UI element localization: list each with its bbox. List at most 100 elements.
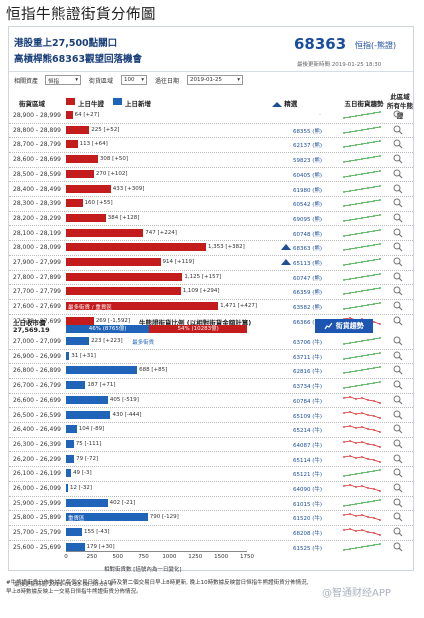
table-row[interactable]: 27,600 - 27,699 最多街貨 / 重貨區 1,471 [+427] 635…	[9, 301, 413, 312]
table-row[interactable]: 28,400 - 28,499 433 [+309] 61980 (熊)	[9, 184, 413, 195]
warrant-code-link[interactable]: 66359 (熊)	[293, 290, 323, 297]
date-select[interactable]: 2019-01-25 ▾	[187, 75, 243, 85]
range-select[interactable]: 100 ▾	[121, 75, 147, 85]
warrant-code-link[interactable]: 60748 (熊)	[293, 231, 323, 238]
warrant-code-link[interactable]: 60747 (熊)	[293, 275, 323, 282]
search-icon[interactable]	[393, 286, 403, 296]
warrant-code-link[interactable]: -	[319, 112, 321, 118]
table-row[interactable]: 26,200 - 26,299 79 [-72] 65114 (牛)	[9, 454, 413, 465]
warrant-code-link[interactable]: 62816 (牛)	[293, 369, 323, 376]
search-icon[interactable]	[393, 316, 403, 326]
search-icon[interactable]	[393, 110, 403, 120]
table-row[interactable]: 26,300 - 26,399 75 [-111] 64087 (牛)	[9, 439, 413, 450]
table-row[interactable]: 27,700 - 27,799 1,109 [+294] 66359 (熊)	[9, 286, 413, 297]
search-icon[interactable]	[393, 169, 403, 179]
warrant-code-link[interactable]: 65113 (熊)	[293, 261, 323, 267]
table-row[interactable]: 28,100 - 28,199 747 [+224] 60748 (熊)	[9, 228, 413, 239]
table-row[interactable]: 26,500 - 26,599 430 [-444] 65109 (牛)	[9, 410, 413, 421]
table-row[interactable]: 28,900 - 28,999 64 [+27] -	[9, 110, 413, 121]
warrant-code-link[interactable]: 59823 (熊)	[293, 158, 323, 165]
table-row[interactable]: 27,900 - 27,999 914 [+119] 65113 (熊)	[9, 257, 413, 268]
range-cell: 28,600 - 28,699	[13, 156, 61, 164]
table-row[interactable]: 28,800 - 28,899 225 [+52] 68355 (熊)	[9, 125, 413, 136]
search-icon[interactable]	[393, 527, 403, 537]
warrant-code-link[interactable]: 69095 (熊)	[293, 216, 323, 223]
warrant-code-link[interactable]: 68363 (熊)	[293, 246, 323, 253]
table-row[interactable]: 26,600 - 26,699 405 [-519] 60784 (牛)	[9, 395, 413, 406]
table-row[interactable]: 28,200 - 28,299 384 [+128] 69095 (熊)	[9, 213, 413, 224]
warrant-code-link[interactable]: 62137 (熊)	[293, 143, 323, 150]
warrant-icon	[281, 244, 291, 251]
search-icon[interactable]	[393, 424, 403, 434]
table-row[interactable]: 27,800 - 27,899 1,125 [+157] 60747 (熊)	[9, 272, 413, 283]
warrant-code-link[interactable]: 66366 (熊)	[293, 319, 323, 326]
table-row[interactable]: 28,300 - 28,399 160 [+55] 60542 (熊)	[9, 198, 413, 209]
table-row[interactable]: 25,700 - 25,799 155 [-43] 68208 (牛)	[9, 527, 413, 538]
table-row[interactable]: 28,600 - 28,699 308 [+50] 59823 (熊)	[9, 154, 413, 165]
table-row[interactable]: 25,800 - 25,899 重貨區 790 [-129] 61520 (牛)	[9, 512, 413, 523]
warrant-code-link[interactable]: 68208 (牛)	[293, 531, 323, 538]
search-icon[interactable]	[393, 272, 403, 282]
table-row[interactable]: 26,100 - 26,199 49 [-3] 65121 (牛)	[9, 468, 413, 479]
table-row[interactable]: 25,900 - 25,999 402 [-21] 61015 (牛)	[9, 498, 413, 509]
trend-button[interactable]: 街貨趨勢	[315, 319, 373, 333]
warrant-code-link[interactable]: 61520 (牛)	[293, 516, 323, 523]
warrant-code-link[interactable]: 65121 (牛)	[293, 472, 323, 479]
warrant-code-link[interactable]: 61980 (熊)	[293, 187, 323, 194]
table-row[interactable]: 27,000 - 27,099 223 [+223] 最多街貨 63706 (牛)	[9, 336, 413, 347]
warrant-code-link[interactable]: 63706 (牛)	[293, 340, 323, 346]
row-divider	[9, 348, 413, 350]
warrant-code-link[interactable]: 63711 (牛)	[293, 354, 323, 361]
search-icon[interactable]	[393, 380, 403, 390]
search-icon[interactable]	[393, 542, 403, 552]
search-icon[interactable]	[393, 213, 403, 223]
warrant-code-link[interactable]: 65214 (牛)	[293, 428, 323, 435]
search-icon[interactable]	[393, 410, 403, 420]
search-icon[interactable]	[393, 257, 403, 267]
warrant-code-link[interactable]: 64090 (牛)	[293, 487, 323, 493]
table-row[interactable]: 28,000 - 28,099 1,353 [+382] 68363 (熊)	[9, 242, 413, 253]
trend-sparkline	[343, 395, 381, 404]
featured-code[interactable]: 68363	[294, 35, 347, 53]
search-icon[interactable]	[393, 454, 403, 464]
table-row[interactable]: 28,700 - 28,799 113 [+64] 62137 (熊)	[9, 139, 413, 150]
search-icon[interactable]	[393, 512, 403, 522]
warrant-code-link[interactable]: 61015 (牛)	[293, 501, 323, 508]
search-icon[interactable]	[393, 242, 403, 252]
table-row[interactable]: 26,400 - 26,499 104 [-89] 65214 (牛)	[9, 424, 413, 435]
search-icon[interactable]	[393, 154, 403, 164]
search-icon[interactable]	[393, 336, 403, 346]
search-icon[interactable]	[393, 125, 403, 135]
search-icon[interactable]	[393, 139, 403, 149]
table-row[interactable]: 25,600 - 25,699 179 [+30] 61525 (牛)	[9, 542, 413, 553]
warrant-code-link[interactable]: 68355 (熊)	[293, 128, 323, 135]
warrant-code-link[interactable]: 63582 (熊)	[293, 305, 323, 312]
table-row[interactable]: 26,900 - 26,999 31 [+31] 63711 (牛)	[9, 351, 413, 362]
warrant-code-link[interactable]: 60784 (牛)	[293, 398, 323, 405]
value-label: 1,125 [+157]	[184, 273, 222, 280]
warrant-code-link[interactable]: 65109 (牛)	[293, 413, 323, 420]
search-icon[interactable]	[393, 365, 403, 375]
warrant-code-link[interactable]: 65114 (牛)	[293, 457, 323, 464]
table-row[interactable]: 26,000 - 26,099 12 [-32] 64090 (牛)	[9, 483, 413, 494]
search-icon[interactable]	[393, 468, 403, 478]
search-icon[interactable]	[393, 439, 403, 449]
search-icon[interactable]	[393, 483, 403, 493]
search-icon[interactable]	[393, 301, 403, 311]
search-icon[interactable]	[393, 228, 403, 238]
asset-select[interactable]: 恒指 ▾	[45, 75, 81, 85]
warrant-code-link[interactable]: 60405 (熊)	[293, 172, 323, 179]
search-icon[interactable]	[393, 351, 403, 361]
warrant-code-link[interactable]: 64087 (牛)	[293, 442, 323, 449]
warrant-code-link[interactable]: 60542 (熊)	[293, 202, 323, 209]
warrant-code-link[interactable]: 63734 (牛)	[293, 384, 323, 391]
row-divider	[9, 495, 413, 497]
search-icon[interactable]	[393, 198, 403, 208]
search-icon[interactable]	[393, 498, 403, 508]
table-row[interactable]: 26,800 - 26,899 688 [+85] 62816 (牛)	[9, 365, 413, 376]
table-row[interactable]: 26,700 - 26,799 187 [+71] 63734 (牛)	[9, 380, 413, 391]
search-icon[interactable]	[393, 184, 403, 194]
table-row[interactable]: 28,500 - 28,599 270 [+102] 60405 (熊)	[9, 169, 413, 180]
warrant-code-link[interactable]: 61525 (牛)	[293, 545, 323, 552]
search-icon[interactable]	[393, 395, 403, 405]
